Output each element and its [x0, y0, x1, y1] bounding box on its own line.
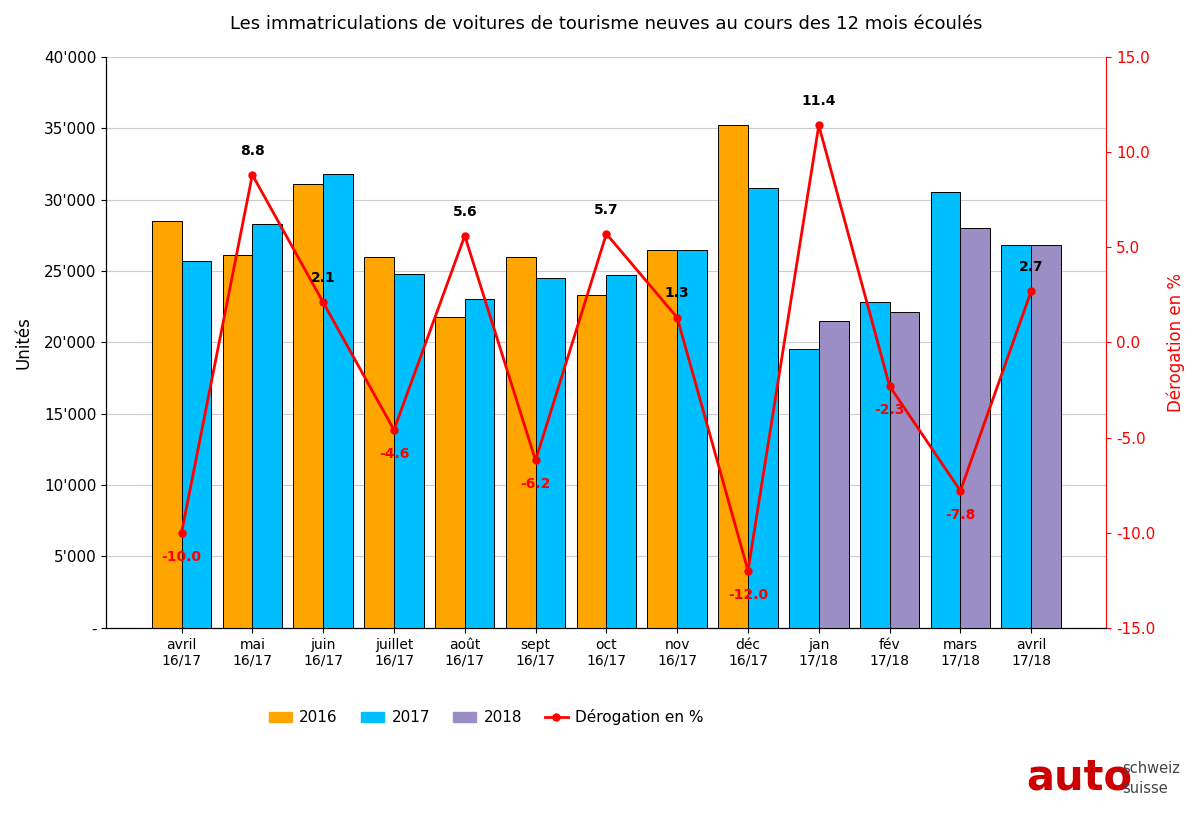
Bar — [1031, 245, 1061, 628]
Text: 8.8: 8.8 — [240, 144, 265, 158]
Bar — [464, 299, 494, 628]
Bar — [151, 221, 181, 628]
Bar — [577, 295, 606, 628]
Bar — [960, 228, 990, 628]
Bar — [394, 274, 424, 628]
Text: -12.0: -12.0 — [728, 588, 768, 602]
Legend: 2016, 2017, 2018, Dérogation en %: 2016, 2017, 2018, Dérogation en % — [263, 703, 710, 732]
Text: 5.7: 5.7 — [594, 202, 619, 217]
Bar — [790, 349, 818, 628]
Bar — [860, 303, 889, 628]
Bar — [252, 224, 282, 628]
Bar — [323, 174, 353, 628]
Bar — [506, 257, 535, 628]
Bar — [719, 125, 748, 628]
Text: 2.1: 2.1 — [311, 271, 336, 285]
Text: 11.4: 11.4 — [802, 94, 836, 108]
Bar — [365, 257, 394, 628]
Text: 5.6: 5.6 — [452, 205, 478, 218]
Bar — [931, 192, 960, 628]
Bar — [294, 184, 323, 628]
Title: Les immatriculations de voitures de tourisme neuves au cours des 12 mois écoulés: Les immatriculations de voitures de tour… — [230, 15, 983, 33]
Bar — [606, 275, 636, 628]
Bar — [818, 321, 848, 628]
Y-axis label: Unités: Unités — [14, 316, 32, 369]
Y-axis label: Dérogation en %: Dérogation en % — [1166, 273, 1186, 412]
Bar — [181, 261, 211, 628]
Bar — [222, 255, 252, 628]
Bar — [648, 249, 677, 628]
Text: -4.6: -4.6 — [379, 447, 409, 461]
Bar — [677, 249, 707, 628]
Bar — [748, 188, 778, 628]
Text: auto: auto — [1026, 757, 1132, 798]
Bar — [535, 278, 565, 628]
Text: schweiz
suisse: schweiz suisse — [1122, 761, 1180, 796]
Text: -2.3: -2.3 — [875, 403, 905, 417]
Bar — [1002, 245, 1031, 628]
Text: -10.0: -10.0 — [162, 550, 202, 563]
Text: -6.2: -6.2 — [521, 477, 551, 492]
Bar — [889, 313, 919, 628]
Bar — [436, 317, 464, 628]
Text: -7.8: -7.8 — [946, 508, 976, 522]
Text: 2.7: 2.7 — [1019, 260, 1044, 274]
Text: 1.3: 1.3 — [665, 287, 690, 300]
